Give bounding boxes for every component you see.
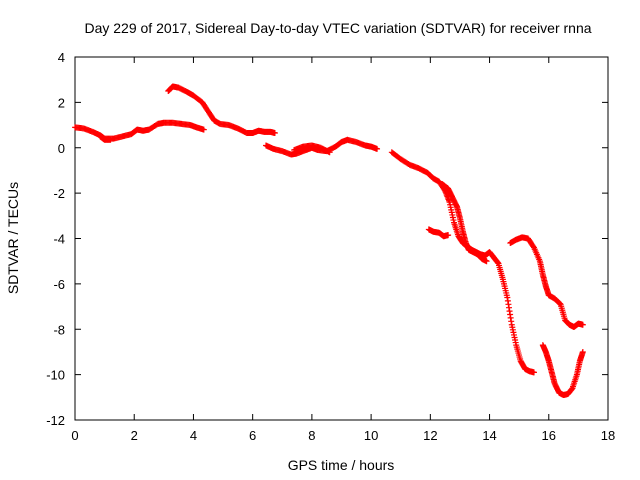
data-point: [556, 300, 563, 307]
y-tick-label: 4: [58, 50, 65, 65]
y-tick-label: 2: [58, 95, 65, 110]
chart-title: Day 229 of 2017, Sidereal Day-to-day VTE…: [84, 20, 591, 36]
x-tick-label: 10: [364, 428, 378, 443]
x-tick-label: 0: [71, 428, 78, 443]
series-track-5: [291, 142, 333, 156]
data-point: [445, 232, 452, 239]
series-track-10: [539, 342, 586, 399]
data-point: [271, 130, 278, 137]
data-point: [530, 369, 537, 376]
x-tick-label: 16: [542, 428, 556, 443]
data-point: [374, 145, 381, 152]
y-tick-label: -4: [53, 232, 65, 247]
x-tick-label: 6: [249, 428, 256, 443]
y-tick-label: 0: [58, 141, 65, 156]
data-point: [579, 348, 586, 355]
series-track-8: [425, 226, 452, 240]
x-axis-label: GPS time / hours: [288, 457, 395, 473]
y-tick-label: -8: [53, 322, 65, 337]
y-tick-label: -2: [53, 186, 65, 201]
series-track-9: [507, 234, 586, 330]
x-tick-label: 4: [190, 428, 197, 443]
series-track-2: [97, 133, 114, 143]
y-tick-label: -6: [53, 277, 65, 292]
data-point: [107, 136, 114, 143]
x-tick-label: 12: [423, 428, 437, 443]
series-track-3: [165, 83, 278, 137]
x-tick-label: 14: [482, 428, 496, 443]
data-series: [72, 83, 586, 399]
y-tick-label: -12: [46, 413, 65, 428]
y-tick-label: -10: [46, 368, 65, 383]
x-tick-label: 2: [131, 428, 138, 443]
axis-tick-labels: 0 2 4 6 8 10 12 14 16 18 -12 -10 -8 -6 -4 -2 0 2 4: [46, 50, 615, 443]
series-track-7: [439, 181, 490, 265]
axis-ticks: [74, 56, 609, 421]
data-point: [579, 321, 586, 328]
data-point: [200, 126, 207, 133]
data-point: [326, 149, 333, 156]
data-point: [483, 258, 490, 265]
x-tick-label: 18: [601, 428, 615, 443]
x-tick-label: 8: [308, 428, 315, 443]
y-axis-label: SDTVAR / TECUs: [5, 182, 21, 294]
